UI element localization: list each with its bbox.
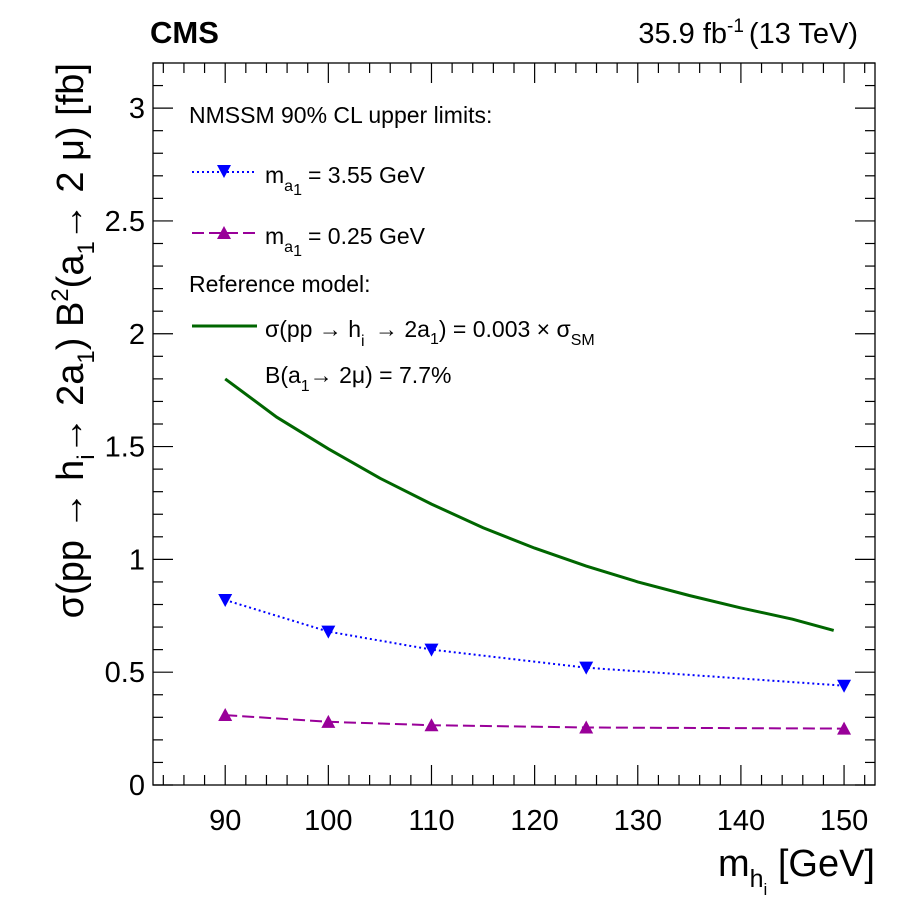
y-tick-label: 0.5	[105, 657, 145, 689]
triangle-down-icon	[217, 165, 231, 178]
experiment-label: CMS	[150, 15, 219, 50]
tick-labels: 90 100 110 120 130 140 150 0 0.5 1 1.5 2 2.5 3	[105, 93, 869, 837]
data-point-3p55	[837, 679, 852, 693]
legend-limits-heading: NMSSM 90% CL upper limits:	[189, 102, 492, 128]
luminosity-value: 35.9 fb	[638, 18, 727, 50]
legend-label-0p25: ma1= 0.25 GeV	[265, 223, 426, 260]
x-tick-label: 100	[304, 805, 352, 837]
legend-label-3p55: ma1= 3.55 GeV	[265, 162, 426, 199]
y-tick-label: 2.5	[105, 206, 145, 238]
legend-reference-line-1: σ(pp → hi → 2a1) = 0.003 × σSM	[265, 316, 595, 350]
data-point-3p55	[321, 625, 336, 639]
data-point-0p25	[424, 718, 439, 732]
y-tick-label: 0	[129, 770, 145, 802]
data-point-0p25	[579, 720, 594, 734]
y-tick-label: 2	[129, 319, 145, 351]
x-tick-label: 90	[209, 805, 241, 837]
y-tick-label: 3	[129, 93, 145, 125]
series-line-0p25	[225, 714, 845, 730]
plot-frame	[152, 62, 876, 786]
energy-label: (13 TeV)	[749, 18, 858, 50]
legend-reference-line-2: B(a1→ 2μ) = 7.7%	[265, 362, 451, 395]
series-line-reference	[224, 377, 835, 632]
legend: NMSSM 90% CL upper limits: ma1= 3.55 GeV…	[189, 102, 595, 395]
luminosity-exponent: -1	[727, 16, 744, 37]
data-point-3p55	[579, 661, 594, 675]
y-axis-title: σ(pp → hi→ 2a1) B2(a1→ 2 μ) [fb]	[47, 63, 100, 618]
x-tick-label: 140	[717, 805, 765, 837]
legend-reference-heading: Reference model:	[189, 271, 371, 297]
luminosity-label: 35.9 fb-1 (13 TeV)	[638, 16, 858, 50]
y-tick-label: 1.5	[105, 432, 145, 464]
axis-ticks	[153, 62, 875, 786]
data-point-3p55	[218, 593, 233, 607]
y-tick-label: 1	[129, 544, 145, 576]
x-axis-title: mhi [GeV]	[718, 843, 875, 899]
legend-entry-reference: σ(pp → hi → 2a1) = 0.003 × σSM B(a1→ 2μ)…	[192, 316, 595, 395]
x-tick-label: 110	[408, 805, 454, 837]
x-tick-label: 150	[820, 805, 868, 837]
data-point-0p25	[837, 721, 852, 735]
x-tick-label: 120	[510, 805, 558, 837]
data-point-3p55	[424, 643, 439, 657]
series-layer	[218, 377, 852, 735]
x-tick-label: 130	[614, 805, 662, 837]
triangle-up-icon	[217, 226, 231, 239]
legend-entry-0p25: ma1= 0.25 GeV	[192, 223, 426, 260]
series-line-3p55	[224, 599, 845, 687]
data-point-0p25	[218, 708, 233, 722]
legend-entry-3p55: ma1= 3.55 GeV	[192, 162, 426, 199]
data-point-0p25	[321, 714, 336, 728]
